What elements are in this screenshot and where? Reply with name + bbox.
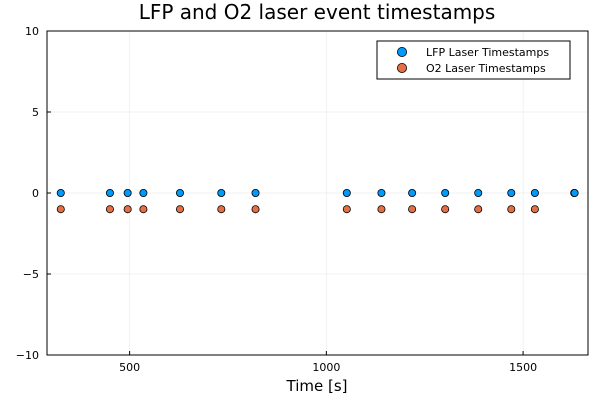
x-tick-label: 1500 [509, 361, 537, 374]
data-point-lfp [441, 188, 450, 197]
data-point-o2 [139, 205, 148, 214]
legend-marker-o2 [396, 63, 407, 74]
data-point-lfp [342, 188, 351, 197]
legend-label-o2: O2 Laser Timestamps [426, 62, 546, 75]
y-tick-label: −10 [16, 349, 39, 362]
data-point-o2 [342, 205, 351, 214]
legend-marker-lfp [396, 47, 407, 58]
x-axis-label: Time [s] [286, 377, 348, 395]
data-point-lfp [123, 188, 132, 197]
legend-box [376, 40, 571, 80]
data-point-lfp [251, 188, 260, 197]
data-point-lfp [105, 188, 114, 197]
data-point-lfp [139, 188, 148, 197]
data-point-lfp [570, 188, 579, 197]
chart-title: LFP and O2 laser event timestamps [139, 0, 496, 24]
legend: LFP Laser Timestamps O2 Laser Timestamps [376, 40, 571, 80]
data-points [56, 188, 579, 214]
data-point-lfp [408, 188, 417, 197]
data-point-lfp [530, 188, 539, 197]
data-point-o2 [251, 205, 260, 214]
data-point-o2 [408, 205, 417, 214]
data-point-o2 [507, 205, 516, 214]
data-point-o2 [123, 205, 132, 214]
x-tick-label: 500 [119, 361, 140, 374]
data-point-o2 [441, 205, 450, 214]
data-point-lfp [56, 188, 65, 197]
y-tick-label: 0 [32, 187, 39, 200]
data-point-lfp [474, 188, 483, 197]
data-point-lfp [507, 188, 516, 197]
data-point-lfp [377, 188, 386, 197]
data-point-o2 [105, 205, 114, 214]
data-point-o2 [377, 205, 386, 214]
y-tick-label: 10 [25, 25, 39, 38]
axis-ticks: 500 1000 1500 −10 −5 0 5 10 [16, 25, 537, 374]
data-point-o2 [56, 205, 65, 214]
y-tick-label: 5 [32, 106, 39, 119]
legend-label-lfp: LFP Laser Timestamps [426, 46, 549, 59]
y-tick-label: −5 [23, 268, 39, 281]
data-point-lfp [175, 188, 184, 197]
data-point-lfp [217, 188, 226, 197]
data-point-o2 [474, 205, 483, 214]
data-point-o2 [530, 205, 539, 214]
data-point-o2 [175, 205, 184, 214]
data-point-o2 [217, 205, 226, 214]
x-tick-label: 1000 [312, 361, 340, 374]
